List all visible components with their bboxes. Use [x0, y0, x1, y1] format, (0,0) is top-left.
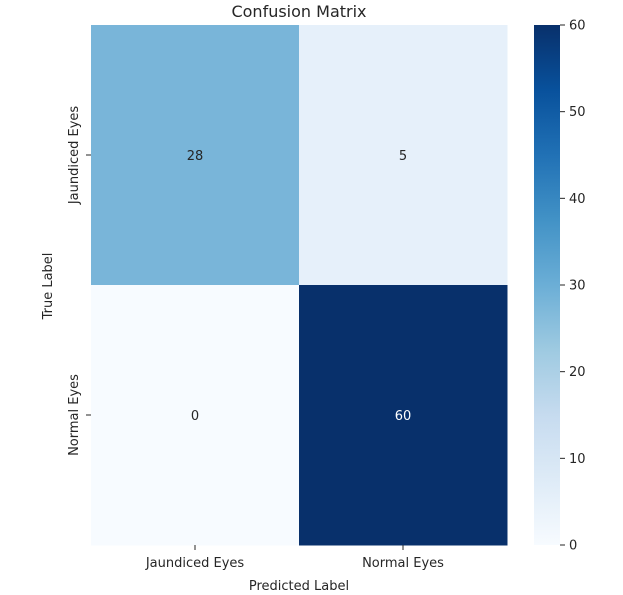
heatmap-cell	[299, 25, 508, 286]
colorbar-axis: 0 10 20 30 40 50 60	[560, 19, 586, 554]
cell-value-label: 0	[191, 409, 199, 424]
colorbar-tick-label: 50	[569, 105, 586, 120]
y-axis-label: True Label	[41, 253, 56, 321]
x-axis: Jaundiced Eyes Normal Eyes	[145, 545, 444, 571]
cell-value-label: 28	[187, 149, 204, 164]
y-tick-label: Jaundiced Eyes	[67, 106, 82, 206]
heatmap-cells	[91, 25, 508, 546]
x-tick-label: Jaundiced Eyes	[145, 556, 245, 571]
colorbar-tick-label: 40	[569, 192, 586, 207]
colorbar-tick-label: 30	[569, 279, 586, 294]
colorbar-tick-label: 60	[569, 19, 586, 34]
chart-title: Confusion Matrix	[231, 2, 366, 21]
x-axis-label: Predicted Label	[249, 579, 349, 594]
colorbar-tick-label: 20	[569, 365, 586, 380]
heatmap-cell	[91, 25, 300, 286]
cell-value-label: 60	[395, 409, 412, 424]
heatmap-annotations: 28 5 0 60	[187, 149, 412, 424]
y-axis: Jaundiced Eyes Normal Eyes	[67, 106, 91, 456]
colorbar	[534, 25, 560, 545]
colorbar-tick-label: 0	[569, 539, 577, 554]
heatmap-cell	[91, 285, 300, 546]
cell-value-label: 5	[399, 149, 407, 164]
colorbar-tick-label: 10	[569, 452, 586, 467]
x-tick-label: Normal Eyes	[362, 556, 444, 571]
heatmap-cell	[299, 285, 508, 546]
y-tick-label: Normal Eyes	[67, 374, 82, 456]
